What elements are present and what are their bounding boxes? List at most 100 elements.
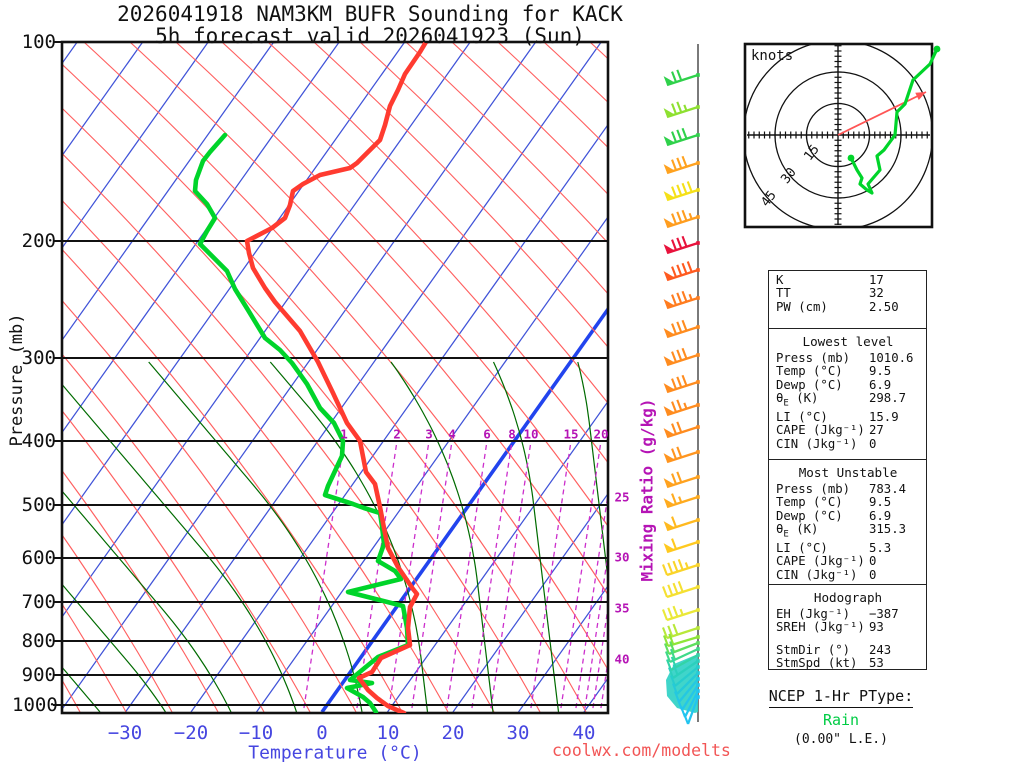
isotherm-line — [190, 123, 608, 713]
barb-half-feather — [679, 608, 684, 616]
mixing-ratio-value-label: 1 — [340, 426, 348, 442]
barb-feather — [676, 237, 683, 249]
hodograph-trace-start-dot — [847, 154, 855, 162]
table-row: Dewp (°C) 6.9 — [776, 378, 926, 392]
table-row-label: Temp (°C) — [776, 495, 843, 510]
barb-station-dot — [696, 677, 700, 681]
table-row-label: θE (K) — [776, 522, 819, 540]
wind-barb — [683, 695, 700, 725]
barb-station-dot — [696, 161, 700, 165]
barb-feather — [671, 351, 678, 363]
barb-station-dot — [696, 188, 700, 192]
mixing-ratio-value-label: 2 — [393, 426, 401, 442]
table-row-value: 9.5 — [869, 495, 892, 510]
ptype-amount: (0.00" L.E.) — [794, 732, 888, 747]
table-row-label: StmDir (°) — [776, 642, 851, 657]
ptype-title: NCEP 1-Hr PType: — [768, 687, 914, 708]
mixing-ratio-value-label: 6 — [483, 426, 491, 442]
barb-half-feather — [678, 496, 683, 503]
isotherm-line — [62, 42, 275, 342]
isotherm-line — [62, 42, 340, 434]
barb-feather — [676, 471, 683, 483]
table-row-label: LI (°C) — [776, 410, 828, 425]
barb-feather — [670, 656, 677, 668]
barb-pennant — [663, 453, 675, 462]
mixing-ratio-line — [529, 444, 572, 713]
barb-feather — [676, 399, 683, 411]
barb-station-dot — [696, 403, 700, 407]
dry-adiabat-line — [313, 42, 608, 348]
barb-station-dot — [696, 450, 700, 454]
barb-feather — [681, 235, 688, 248]
barb-station-dot — [696, 380, 700, 384]
table-row-label: CIN (Jkg⁻¹) — [776, 436, 858, 451]
mixing-ratio-axis-title: Mixing Ratio (g/kg) — [637, 398, 657, 582]
barb-feather — [662, 586, 668, 598]
table-row-value: 0 — [869, 567, 877, 582]
barb-pennant — [663, 271, 675, 280]
barb-feather — [686, 261, 693, 273]
sounding-traces — [192, 42, 429, 713]
table-row: Temp (°C) 9.5 — [776, 364, 926, 379]
table-row: SREH (Jkg⁻¹) 93 — [776, 620, 926, 634]
moist-adiabat-line — [62, 490, 232, 713]
barb-feather — [669, 641, 676, 653]
barb-feather — [676, 321, 683, 333]
table-row-value: 2.50 — [869, 299, 899, 314]
barb-feather — [681, 262, 688, 275]
barb-feather — [668, 633, 675, 645]
barb-feather — [676, 157, 683, 169]
moist-adiabat-line — [713, 362, 755, 712]
barb-station-dot — [696, 585, 700, 589]
dry-adiabat-line — [62, 107, 541, 713]
wind-barb — [663, 235, 700, 255]
barb-feather — [671, 186, 678, 198]
barb-pennant — [663, 108, 675, 117]
barb-feather — [667, 607, 674, 619]
barb-feather — [671, 378, 678, 390]
mixing-ratio-line — [302, 444, 345, 713]
barb-station-dot — [696, 641, 700, 645]
table-row-value: 32 — [869, 286, 884, 301]
table-section: K 17 TT 32 PW (cm) 2.50 — [769, 271, 926, 328]
barb-station-dot — [696, 133, 700, 137]
barb-feather — [665, 651, 671, 663]
barb-feather — [671, 159, 678, 171]
barb-feather — [671, 323, 678, 335]
barb-pennant — [663, 244, 675, 253]
hodograph-panel — [743, 42, 941, 229]
skewt-frame — [53, 40, 610, 715]
barb-station-dot — [696, 425, 700, 429]
barb-feather — [676, 264, 683, 276]
table-row-label: StmSpd (kt) — [776, 656, 858, 669]
barb-pennant — [663, 218, 675, 227]
table-row-label: Press (mb) — [776, 351, 851, 365]
table-row-label: Temp (°C) — [776, 364, 843, 379]
barb-station-dot — [696, 518, 700, 522]
storm-motion-arrowhead — [915, 92, 926, 100]
barb-station-dot — [696, 73, 700, 77]
table-row: LI (°C) 5.3 — [776, 541, 926, 555]
barb-feather — [681, 155, 688, 168]
mixing-ratio-value-label: 10 — [523, 426, 539, 442]
barb-feather — [667, 625, 674, 637]
barb-feather — [671, 239, 678, 251]
barb-station-dot — [696, 608, 700, 612]
table-row-value: 6.9 — [869, 508, 892, 523]
dry-adiabat-line — [62, 469, 219, 713]
barb-half-feather — [683, 104, 688, 112]
barb-pennant — [663, 328, 675, 337]
dry-adiabat-line — [359, 42, 608, 295]
barb-feather — [671, 103, 678, 115]
barb-half-feather — [688, 212, 693, 220]
table-row-value: 9.5 — [869, 364, 892, 379]
wind-barb — [663, 633, 700, 648]
pressure-tick-label: 400 — [21, 430, 56, 452]
barb-feather — [671, 401, 678, 413]
mixing-ratio-value-label: 4 — [448, 426, 456, 442]
table-row: EH (Jkg⁻¹) −387 — [776, 607, 926, 621]
temperature-tick-label: −10 — [238, 722, 274, 744]
barb-station-dot — [696, 325, 700, 329]
wind-barb — [665, 647, 700, 664]
